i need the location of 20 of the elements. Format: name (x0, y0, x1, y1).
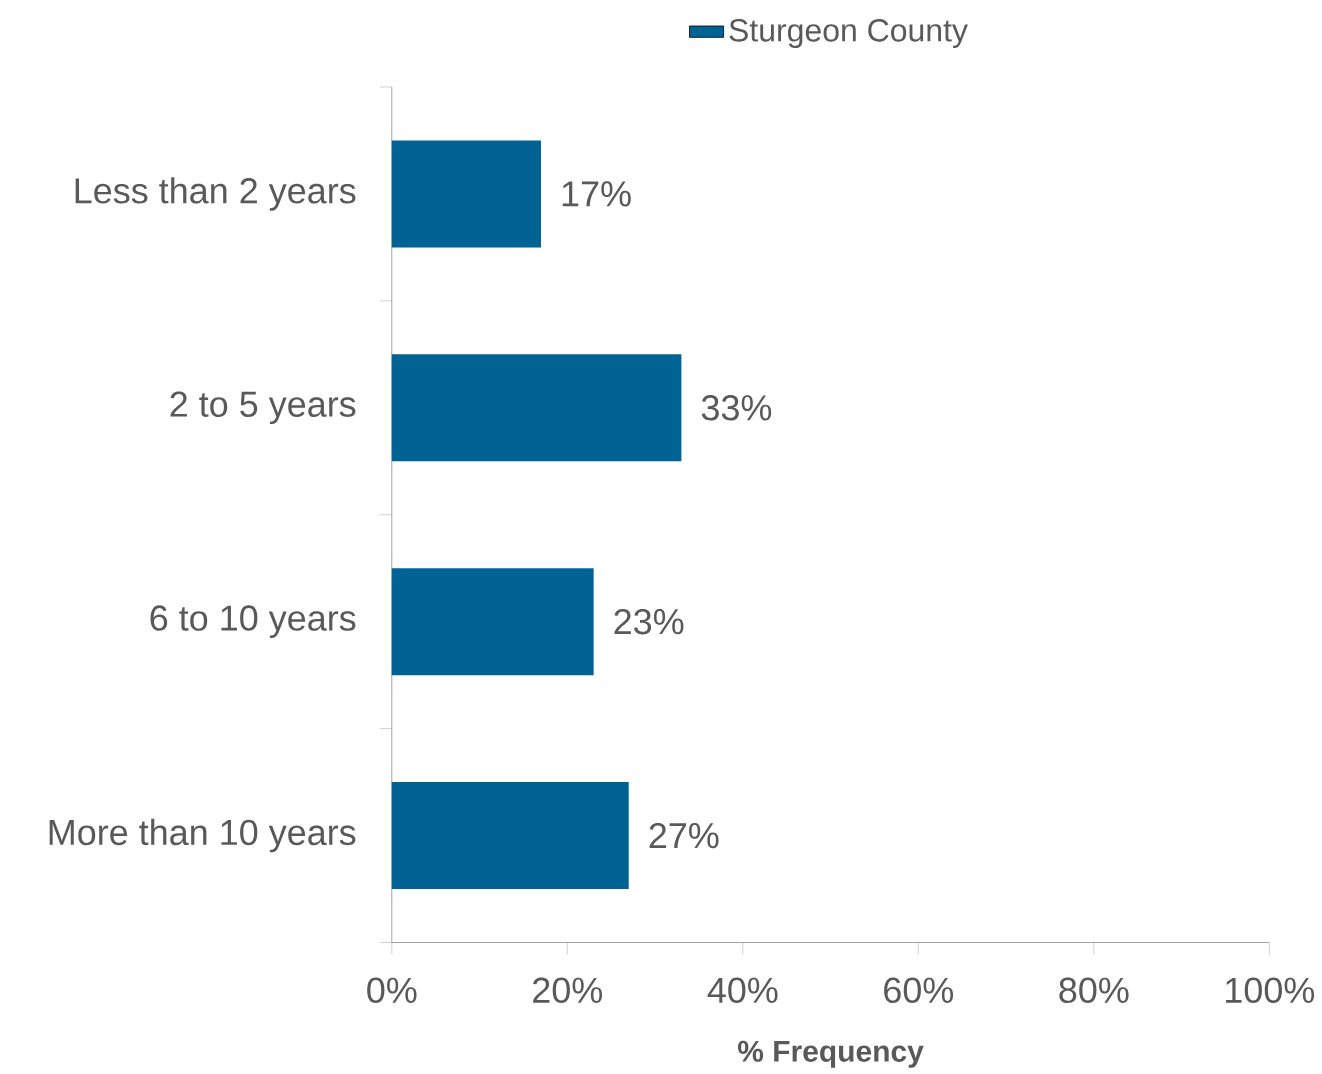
x-axis-title: % Frequency (738, 1040, 924, 1068)
legend-label: Sturgeon County (729, 18, 968, 48)
text: 23% (614, 608, 684, 635)
bar (391, 567, 594, 675)
text: 33% (701, 394, 772, 421)
x-tick-label: 80% (1059, 977, 1129, 1003)
bar (391, 140, 541, 248)
bar (391, 354, 682, 462)
text: 17% (562, 181, 631, 207)
x-tick-label: 20% (533, 977, 603, 1003)
x-tick-label: 40% (707, 977, 778, 1003)
y-tick-label: More than 10 years (49, 818, 356, 853)
x-tick-label: 100% (1226, 977, 1315, 1003)
x-tick-label: 0% (367, 977, 417, 1003)
y-tick-label: Less than 2 years (75, 176, 356, 211)
y-tick-label: 2 to 5 years (170, 391, 356, 424)
x-tick-label: 60% (884, 977, 954, 1003)
bar (391, 781, 629, 889)
y-tick-label: 6 to 10 years (150, 605, 356, 638)
text: 27% (649, 822, 719, 849)
